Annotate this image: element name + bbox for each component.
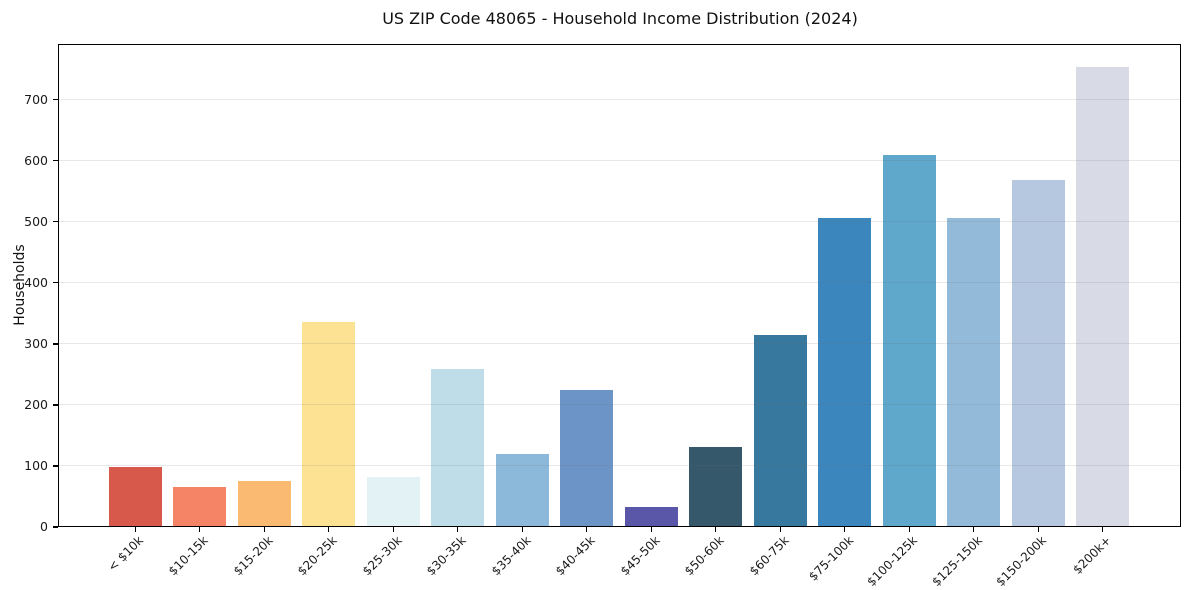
x-tick-label: $30-35k (424, 533, 469, 579)
y-tick-label: 200 (24, 396, 48, 412)
bar-75-100k (818, 218, 872, 527)
x-tick-mark (263, 527, 265, 532)
bar-45-50k (624, 506, 678, 527)
gridline (58, 220, 1181, 222)
bar-10k (108, 466, 162, 527)
x-tick-mark (908, 527, 910, 532)
y-tick-mark (53, 160, 58, 162)
x-tick-label: $75-100k (805, 533, 856, 584)
x-tick-label: $20-25k (295, 533, 340, 579)
y-tick-mark (53, 404, 58, 406)
chart-title: US ZIP Code 48065 - Household Income Dis… (382, 9, 858, 28)
y-tick-label: 100 (24, 457, 48, 473)
x-tick-label: $150-200k (993, 533, 1050, 589)
bar-25-30k (366, 476, 420, 527)
y-tick-label: 400 (24, 274, 48, 290)
x-tick-label: $100-125k (864, 533, 921, 589)
x-tick-mark (844, 527, 846, 532)
bar-40-45k (560, 389, 614, 527)
x-tick-label: $40-45k (553, 533, 598, 579)
x-tick-label: $25-30k (359, 533, 405, 579)
y-tick-label: 700 (24, 91, 48, 107)
bar-15-20k (237, 481, 291, 527)
gridline (58, 281, 1181, 283)
bar-100-125k (882, 154, 936, 527)
y-tick-label: 300 (24, 335, 48, 351)
x-tick-mark (199, 527, 201, 532)
bar-60-75k (753, 335, 807, 527)
bar-50-60k (689, 447, 743, 527)
x-tick-mark (457, 527, 459, 532)
y-tick-mark (53, 221, 58, 223)
bar-35-40k (495, 453, 549, 527)
x-tick-mark (521, 527, 523, 532)
y-tick-label: 0 (40, 519, 48, 534)
x-tick-label: $50-60k (682, 533, 727, 579)
y-tick-mark (53, 465, 58, 467)
gridline (58, 464, 1181, 466)
gridline (58, 98, 1181, 100)
bar-150-200k (1011, 180, 1065, 527)
bar-20-25k (302, 321, 356, 527)
x-tick-label: $60-75k (746, 533, 792, 579)
y-tick-mark (53, 98, 58, 101)
y-tick-label: 600 (24, 152, 48, 168)
x-tick-label: $35-40k (488, 533, 534, 579)
x-tick-label: $45-50k (617, 533, 663, 579)
y-tick-label: 500 (24, 213, 48, 229)
y-tick-mark (53, 526, 58, 528)
bar-30-35k (431, 368, 485, 527)
x-tick-mark (715, 527, 717, 532)
x-tick-mark (586, 527, 588, 532)
x-tick-mark (134, 527, 136, 532)
y-tick-mark (53, 282, 58, 284)
x-tick-mark (392, 527, 394, 532)
x-tick-label: $200k+ (1070, 533, 1114, 577)
gridline (58, 342, 1181, 344)
plot-area: < $10k $10-15k $15-20k $20-25k $25-30k $30-35… (24, 44, 1181, 589)
x-tick-mark (650, 527, 652, 532)
y-tick-mark (53, 343, 58, 345)
x-tick-label: $15-20k (230, 533, 276, 579)
x-tick-label: $125-150k (929, 533, 985, 589)
x-tick-mark (1037, 527, 1039, 532)
x-tick-mark (779, 527, 781, 532)
x-tick-mark (1102, 527, 1104, 532)
x-tick-mark (973, 527, 975, 532)
x-tick-mark (328, 527, 330, 532)
bar-125-150k (947, 218, 1001, 527)
gridline (58, 159, 1181, 161)
x-tick-label: < $10k (105, 533, 147, 575)
bar-10-15k (173, 486, 227, 527)
gridline (58, 403, 1181, 405)
x-tick-label: $10-15k (166, 533, 211, 579)
bar-200k (1076, 67, 1130, 527)
